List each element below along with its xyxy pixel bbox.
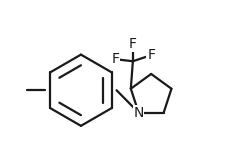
Text: N: N [133,106,144,120]
Text: F: F [147,48,155,62]
Text: F: F [129,37,137,51]
Text: F: F [111,52,120,66]
